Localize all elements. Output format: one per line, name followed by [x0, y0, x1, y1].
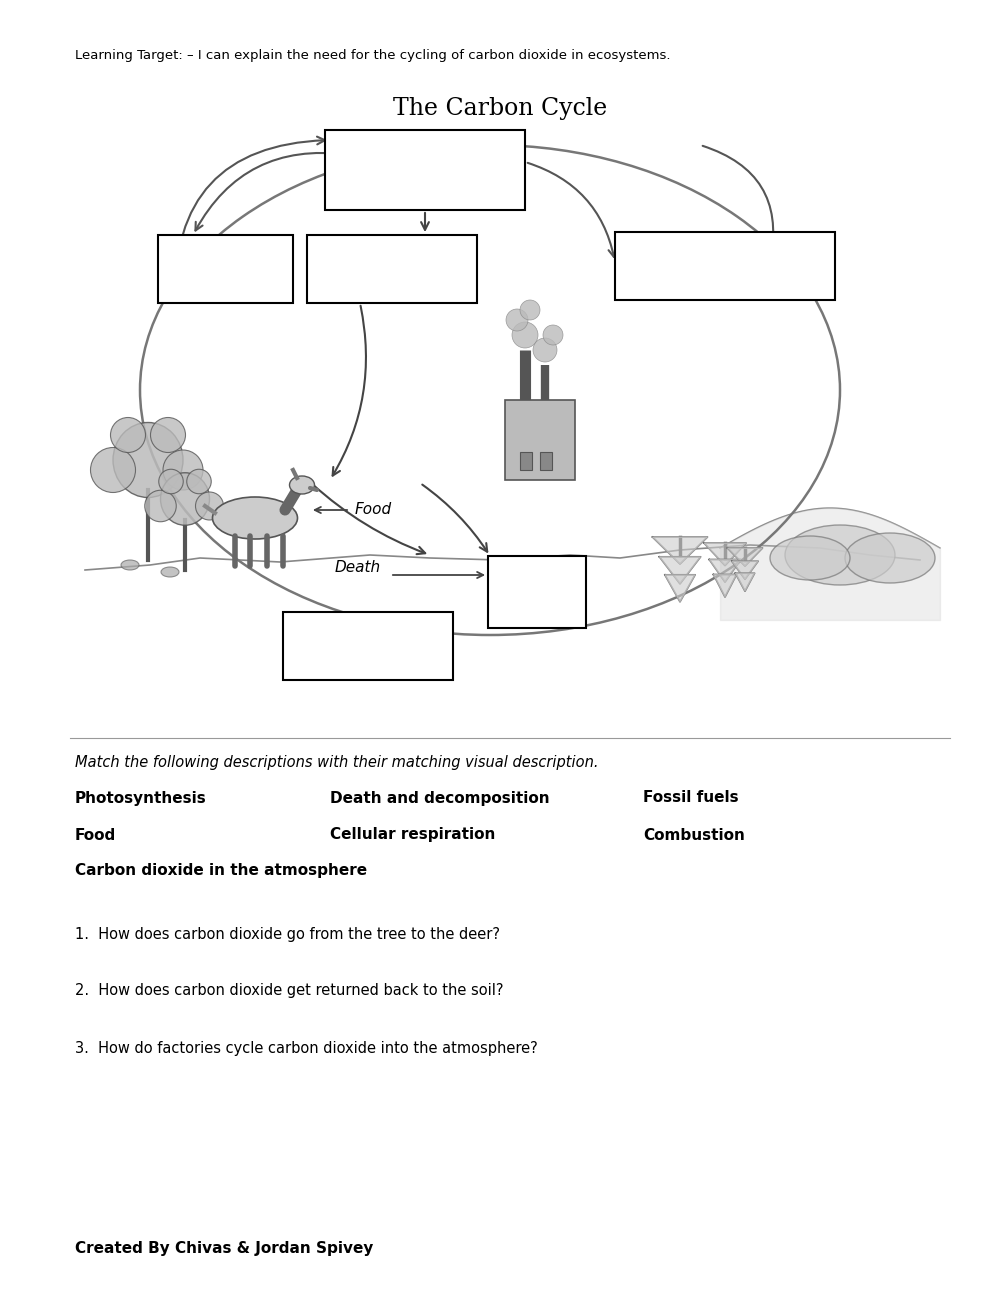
Ellipse shape [160, 473, 210, 525]
Text: Death: Death [335, 560, 381, 576]
Bar [505, 400, 575, 480]
Circle shape [533, 338, 557, 361]
Text: Cellular respiration: Cellular respiration [330, 828, 495, 843]
Text: The Carbon Cycle: The Carbon Cycle [393, 97, 607, 120]
Polygon shape [713, 574, 737, 596]
Ellipse shape [290, 476, 314, 494]
Polygon shape [665, 574, 695, 602]
Ellipse shape [196, 492, 224, 520]
Ellipse shape [145, 491, 176, 522]
Ellipse shape [187, 469, 211, 493]
Polygon shape [704, 544, 746, 565]
Bar [283, 612, 453, 680]
Text: Photosynthesis: Photosynthesis [75, 790, 207, 806]
Text: Created By Chivas & Jordan Spivey: Created By Chivas & Jordan Spivey [75, 1241, 373, 1256]
Ellipse shape [785, 525, 895, 585]
Bar [540, 452, 552, 470]
Ellipse shape [163, 451, 203, 491]
Text: Carbon dioxide in the atmosphere: Carbon dioxide in the atmosphere [75, 862, 367, 878]
Circle shape [543, 325, 563, 345]
Bar [520, 452, 532, 470]
Circle shape [512, 321, 538, 349]
Ellipse shape [121, 560, 139, 571]
Text: and: and [295, 612, 324, 627]
Ellipse shape [113, 422, 183, 497]
Text: Combustion: Combustion [643, 828, 745, 843]
Text: Death and decomposition: Death and decomposition [330, 790, 550, 806]
Text: Food: Food [75, 828, 116, 843]
Text: Match the following descriptions with their matching visual description.: Match the following descriptions with th… [75, 754, 598, 769]
Ellipse shape [212, 497, 298, 540]
Bar [325, 130, 525, 210]
Ellipse shape [161, 567, 179, 577]
Polygon shape [659, 556, 701, 584]
Ellipse shape [770, 536, 850, 580]
Polygon shape [732, 562, 758, 580]
Text: Fossil fuels: Fossil fuels [643, 790, 739, 806]
Text: Learning Target: – I can explain the need for the cycling of carbon dioxide in e: Learning Target: – I can explain the nee… [75, 49, 670, 62]
Text: 2.  How does carbon dioxide get returned back to the soil?: 2. How does carbon dioxide get returned … [75, 982, 504, 998]
Polygon shape [709, 559, 741, 582]
Polygon shape [652, 537, 708, 564]
Text: 3.  How do factories cycle carbon dioxide into the atmosphere?: 3. How do factories cycle carbon dioxide… [75, 1041, 538, 1056]
Polygon shape [728, 547, 763, 565]
Ellipse shape [150, 417, 186, 453]
Ellipse shape [159, 469, 183, 493]
Circle shape [506, 309, 528, 330]
Polygon shape [735, 573, 755, 591]
Ellipse shape [90, 448, 136, 492]
Ellipse shape [845, 533, 935, 584]
Ellipse shape [110, 417, 146, 453]
Bar [615, 232, 835, 300]
Bar [158, 235, 293, 303]
Bar [488, 556, 586, 627]
Circle shape [520, 300, 540, 320]
Text: Food: Food [355, 502, 392, 518]
Bar [307, 235, 477, 303]
Text: 1.  How does carbon dioxide go from the tree to the deer?: 1. How does carbon dioxide go from the t… [75, 927, 500, 942]
